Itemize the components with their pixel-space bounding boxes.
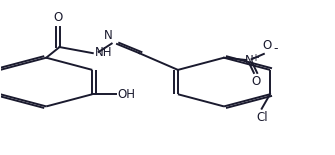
Text: -: - [273,42,278,55]
Text: O: O [263,39,272,52]
Text: +: + [251,53,259,63]
Text: N: N [245,54,253,67]
Text: NH: NH [94,46,112,59]
Text: O: O [53,11,63,24]
Text: OH: OH [117,88,135,101]
Text: N: N [104,29,113,42]
Text: O: O [251,75,260,88]
Text: Cl: Cl [256,111,268,124]
